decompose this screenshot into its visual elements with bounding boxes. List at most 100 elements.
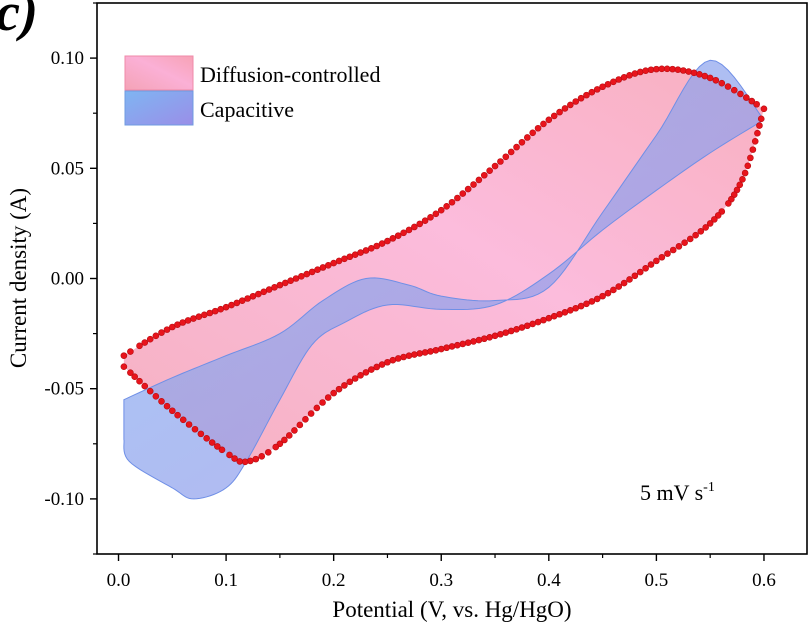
marker-point [711,216,718,223]
marker-point [615,283,623,290]
x-tick-label: 0.0 [107,570,131,591]
marker-point [201,311,208,319]
marker-point [664,250,671,257]
marker-point [218,446,226,454]
marker-point [702,224,709,231]
marker-point [346,378,354,386]
y-tick-label: 0.00 [51,269,84,290]
marker-point [545,116,553,124]
x-tick-label: 0.6 [752,570,776,591]
marker-point [747,154,754,162]
marker-point [368,366,375,373]
marker-point [712,76,720,84]
y-tick-label: 0.05 [51,158,84,179]
series-capacitive-area [123,59,765,500]
x-tick-label: 0.4 [537,570,561,591]
marker-point [642,67,649,75]
marker-point [669,65,676,73]
marker-point [653,257,660,265]
marker-point [185,421,193,428]
marker-point [459,190,467,197]
plot-area [120,59,768,500]
marker-point [206,309,214,317]
marker-point [191,425,199,433]
marker-point [475,336,483,344]
marker-point [523,134,531,141]
marker-point [384,237,391,245]
x-tick-label: 0.1 [214,570,238,591]
marker-point [319,399,326,406]
marker-point [373,242,381,250]
marker-point [724,83,732,90]
series-diffusion-markers [120,65,768,466]
marker-point [534,124,542,132]
marker-point [577,94,585,102]
marker-point [647,66,655,74]
marker-point [197,430,205,438]
marker-point [362,369,370,376]
marker-point [513,143,520,151]
marker-point [131,373,138,381]
scan-rate-annotation: 5 mV s-1 [640,480,715,505]
marker-point [307,410,315,417]
marker-point [588,298,596,305]
marker-point [686,235,694,243]
marker-point [341,382,348,389]
marker-point [163,402,171,410]
marker-point [739,176,746,183]
marker-point [163,326,171,333]
marker-point [518,138,526,146]
marker-point [620,279,628,287]
marker-point [252,455,260,463]
marker-point [749,146,757,153]
marker-point [141,382,149,390]
marker-point [174,411,181,419]
marker-point [753,100,760,108]
legend-swatch-diffusion [124,55,194,91]
marker-point [754,129,761,137]
marker-point [642,264,649,272]
y-tick-label: -0.05 [44,379,84,400]
marker-point [127,369,134,376]
marker-point [480,335,488,343]
marker-point [120,352,128,359]
marker-point [604,80,612,88]
marker-point [281,436,288,444]
marker-point [141,339,149,346]
marker-point [491,162,499,170]
marker-point [679,67,687,74]
legend: Diffusion-controlled Capacitive [124,55,380,126]
marker-point [744,162,752,170]
marker-point [714,212,722,219]
marker-point [464,185,472,193]
marker-point [416,220,424,228]
marker-point [480,171,488,179]
y-tick-label: 0.10 [51,48,84,69]
marker-point [760,105,768,113]
marker-point [741,169,749,177]
marker-point [470,181,477,188]
marker-point [373,363,381,371]
marker-point [416,350,424,357]
marker-point [757,115,765,123]
marker-point [540,120,547,128]
marker-point [405,352,413,359]
x-axis: 0.0 0.1 0.2 0.3 0.4 0.5 0.6 [107,554,776,591]
marker-point [324,394,332,401]
marker-point [593,86,601,93]
marker-point [636,268,644,276]
x-tick-label: 0.2 [322,570,346,591]
legend-label-diffusion: Diffusion-controlled [200,62,380,87]
marker-point [502,329,510,336]
marker-point [669,246,677,254]
marker-point [599,292,606,300]
marker-point [593,295,601,303]
marker-point [231,455,238,462]
marker-point [692,231,699,239]
marker-point [136,342,143,350]
marker-point [127,348,134,355]
marker-point [443,344,450,352]
marker-point [610,286,617,294]
marker-point [241,458,249,466]
